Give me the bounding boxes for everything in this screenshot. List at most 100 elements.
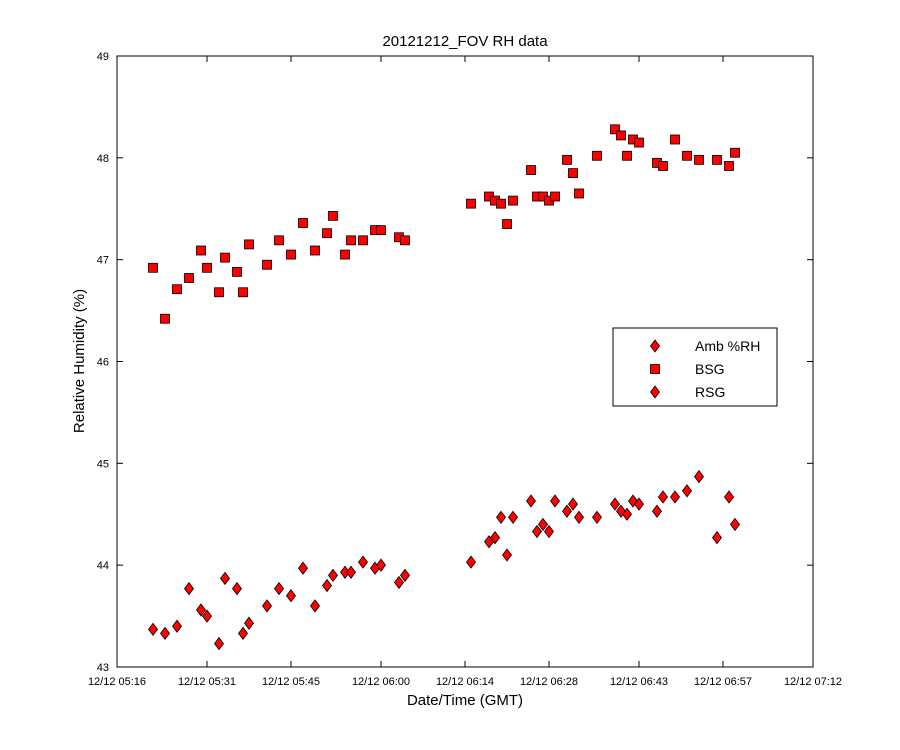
x-tick-label: 12/12 06:57 [694, 676, 752, 688]
x-axis-label: Date/Time (GMT) [407, 692, 523, 709]
rsg-point [328, 568, 338, 583]
rsg-point [160, 626, 170, 641]
rsg-point [544, 524, 554, 539]
x-tick-label: 12/12 05:31 [178, 676, 236, 688]
series-bsg [148, 124, 740, 324]
rsg-point [682, 484, 692, 498]
bsg-point [568, 168, 578, 179]
bsg-point [244, 239, 254, 250]
rsg-point [592, 510, 602, 524]
rsg-point [694, 469, 704, 484]
bsg-point [496, 198, 506, 209]
rsg-point [622, 507, 632, 521]
rsg-point [724, 490, 734, 504]
bsg-point [730, 147, 740, 158]
rsg-point [238, 626, 248, 641]
rsg-point [310, 599, 320, 613]
bsg-point [574, 188, 584, 199]
bsg-point [238, 287, 248, 298]
rsg-point [346, 565, 356, 579]
bsg-point [148, 262, 158, 273]
x-tick-label: 12/12 05:45 [262, 676, 320, 688]
bsg-point [310, 245, 320, 256]
bsg-point [232, 266, 242, 277]
bsg-point [562, 154, 572, 165]
bsg-point [712, 154, 722, 165]
x-tick-label: 12/12 06:43 [610, 676, 668, 688]
rsg-point [148, 622, 158, 636]
rsg-point [562, 504, 572, 518]
legend-label-rsg: RSG [695, 384, 725, 400]
bsg-point [160, 313, 170, 324]
bsg-point [550, 191, 560, 202]
y-tick-label: 44 [97, 560, 109, 572]
rsg-point [652, 504, 662, 518]
y-tick-label: 43 [97, 662, 109, 674]
rsg-point [532, 524, 542, 539]
bsg-point [376, 225, 386, 236]
rsg-point [574, 510, 584, 524]
rsg-point [220, 571, 230, 586]
bsg-point [274, 235, 284, 246]
bsg-point [220, 252, 230, 263]
rsg-point [274, 581, 284, 596]
rsg-point [466, 555, 476, 569]
rsg-point [358, 555, 368, 569]
bsg-point [670, 134, 680, 145]
bsg-point [340, 249, 350, 260]
rsg-point [490, 531, 500, 545]
legend-label-bsg: BSG [695, 361, 725, 377]
bsg-point [322, 228, 332, 239]
bsg-point [400, 235, 410, 246]
bsg-point [658, 161, 668, 171]
rsg-point [322, 578, 332, 593]
bsg-point [502, 219, 512, 229]
bsg-point [262, 259, 272, 270]
rsg-point [232, 581, 242, 596]
bsg-point [682, 150, 692, 161]
rsg-point [400, 568, 410, 583]
rsg-point [262, 599, 272, 613]
x-tick-label: 12/12 06:14 [436, 676, 494, 688]
bsg-point [172, 284, 182, 295]
rsg-point [298, 561, 308, 575]
y-tick-label: 48 [97, 153, 109, 165]
bsg-point [196, 245, 206, 256]
rsg-point [184, 581, 194, 596]
legend: Amb %RH BSG RSG [612, 327, 778, 407]
bsg-point [184, 273, 194, 283]
y-tick-label: 49 [97, 51, 109, 63]
bsg-point [508, 195, 518, 206]
rsg-point [214, 636, 224, 651]
rsg-point [196, 603, 206, 617]
rsg-point [670, 490, 680, 504]
data-markers [148, 124, 740, 651]
rsg-point [634, 497, 644, 511]
legend-label-amb-rh: Amb %RH [695, 338, 760, 354]
rsg-point [502, 548, 512, 562]
bsg-point [346, 235, 356, 246]
legend-marker-rsg [650, 385, 660, 399]
rsg-point [610, 497, 620, 511]
y-tick-label: 46 [97, 357, 109, 369]
x-tick-label: 12/12 06:28 [520, 676, 578, 688]
bsg-point [724, 161, 734, 171]
rsg-point [658, 490, 668, 504]
rsg-point [394, 575, 404, 590]
bsg-point [616, 130, 626, 141]
y-tick-label: 45 [97, 458, 109, 470]
y-axis-label: Relative Humidity (%) [71, 289, 88, 433]
bsg-point [592, 150, 602, 161]
rsg-point [568, 497, 578, 511]
legend-marker-bsg [650, 364, 660, 374]
rsg-point [538, 517, 548, 532]
rsg-point [508, 510, 518, 524]
x-tick-label: 12/12 06:00 [352, 676, 410, 688]
y-axis: 43 44 45 46 47 48 49 [97, 51, 813, 674]
bsg-point [298, 218, 308, 228]
rsg-point [526, 494, 536, 508]
y-tick-label: 47 [97, 255, 109, 267]
chart-title: 20121212_FOV RH data [382, 33, 548, 50]
series-rsg [148, 469, 740, 651]
